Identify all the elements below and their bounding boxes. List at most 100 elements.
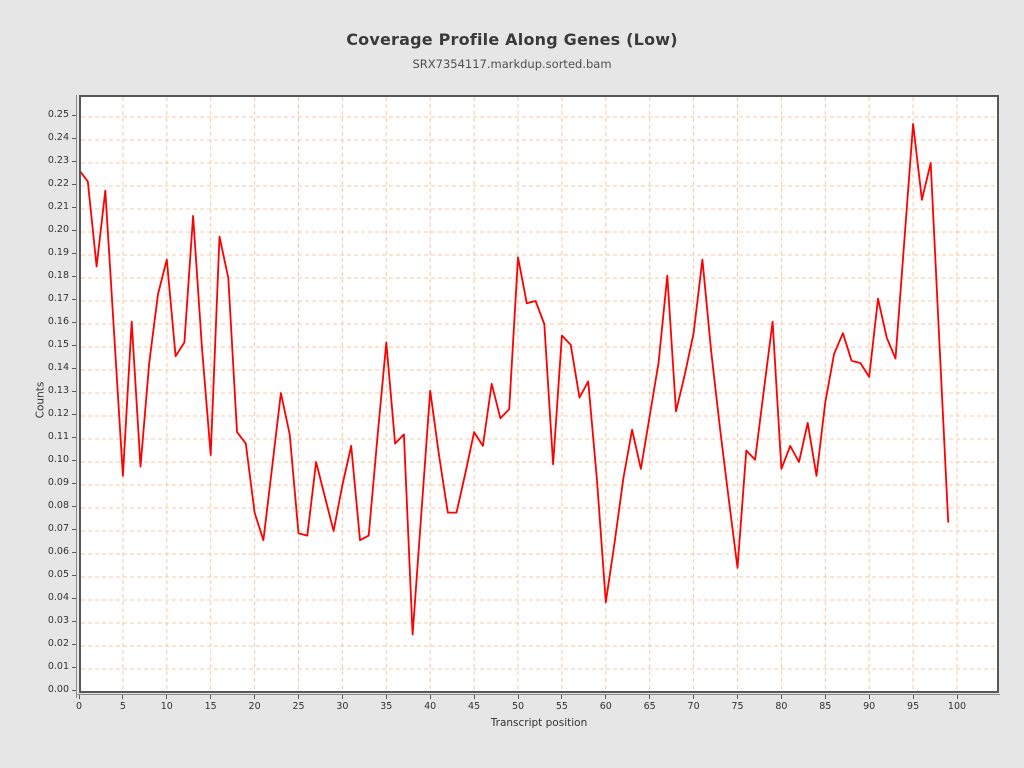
y-tick-label: 0.01: [47, 661, 69, 672]
x-tick-mark: [780, 695, 782, 699]
coverage-line-plot: [81, 97, 997, 691]
x-tick-label: 45: [468, 701, 481, 712]
y-tick-mark: [72, 551, 76, 553]
y-tick-mark: [72, 114, 76, 116]
y-tick-label: 0.20: [47, 224, 69, 235]
x-tick-label: 85: [819, 701, 832, 712]
x-tick-label: 30: [336, 701, 349, 712]
x-tick-label: 15: [204, 701, 217, 712]
x-tick-mark: [254, 695, 256, 699]
x-tick-mark: [561, 695, 563, 699]
y-tick-label: 0.24: [47, 132, 69, 143]
y-tick-label: 0.25: [47, 109, 69, 120]
chart-title: Coverage Profile Along Genes (Low): [346, 30, 678, 49]
y-tick-label: 0.02: [47, 638, 69, 649]
y-tick-mark: [72, 229, 76, 231]
x-tick-label: 10: [160, 701, 173, 712]
y-tick-mark: [72, 321, 76, 323]
x-tick-mark: [824, 695, 826, 699]
x-tick-label: 5: [119, 701, 126, 712]
y-axis-line: [76, 95, 77, 698]
y-tick-mark: [72, 390, 76, 392]
y-tick-label: 0.23: [47, 155, 69, 166]
y-tick-mark: [72, 666, 76, 668]
y-tick-mark: [72, 574, 76, 576]
y-tick-label: 0.22: [47, 178, 69, 189]
y-tick-label: 0.14: [47, 362, 69, 373]
x-tick-label: 50: [511, 701, 525, 712]
x-tick-label: 20: [248, 701, 261, 712]
x-tick-mark: [166, 695, 168, 699]
y-tick-mark: [72, 482, 76, 484]
y-tick-label: 0.00: [47, 684, 69, 695]
x-tick-mark: [210, 695, 212, 699]
x-tick-mark: [473, 695, 475, 699]
x-tick-mark: [605, 695, 607, 699]
x-tick-mark: [912, 695, 914, 699]
y-tick-mark: [72, 643, 76, 645]
y-tick-mark: [72, 367, 76, 369]
x-tick-label: 25: [292, 701, 305, 712]
y-tick-label: 0.06: [47, 546, 69, 557]
x-tick-mark: [693, 695, 695, 699]
x-tick-mark: [298, 695, 299, 699]
plot-canvas: [79, 95, 999, 693]
y-tick-label: 0.05: [47, 569, 69, 580]
coverage-series-line: [81, 122, 950, 636]
y-tick-label: 0.12: [47, 408, 69, 419]
x-tick-mark: [78, 695, 80, 699]
y-tick-label: 0.19: [47, 247, 69, 258]
y-tick-mark: [72, 206, 76, 208]
x-tick-label: 100: [947, 701, 967, 712]
x-tick-label: 0: [75, 701, 83, 712]
y-tick-label: 0.11: [47, 431, 69, 442]
y-tick-mark: [72, 597, 76, 599]
y-tick-label: 0.07: [47, 523, 69, 534]
y-tick-mark: [72, 183, 76, 185]
y-tick-mark: [72, 459, 76, 461]
y-tick-mark: [72, 344, 76, 346]
x-tick-mark: [122, 695, 124, 699]
y-tick-label: 0.16: [47, 316, 69, 327]
x-tick-label: 90: [863, 701, 876, 712]
x-tick-label: 35: [380, 701, 393, 712]
y-tick-mark: [72, 689, 76, 691]
x-tick-label: 95: [907, 701, 920, 712]
x-tick-mark: [429, 695, 431, 699]
y-tick-mark: [72, 298, 76, 300]
x-tick-mark: [956, 695, 958, 699]
x-tick-label: 75: [731, 701, 744, 712]
y-tick-label: 0.13: [47, 385, 69, 396]
y-tick-mark: [72, 620, 76, 622]
y-tick-label: 0.15: [47, 339, 69, 350]
y-tick-mark: [72, 413, 76, 415]
x-axis-line: [76, 694, 1000, 695]
y-tick-label: 0.04: [47, 592, 69, 603]
y-tick-mark: [72, 252, 76, 254]
y-tick-mark: [72, 505, 76, 507]
y-tick-mark: [72, 275, 76, 277]
x-tick-label: 65: [643, 701, 656, 712]
x-tick-label: 60: [599, 701, 612, 712]
y-tick-label: 0.17: [47, 293, 69, 304]
y-tick-label: 0.08: [47, 500, 69, 511]
y-tick-label: 0.09: [47, 477, 69, 488]
x-axis-title: Transcript position: [490, 717, 588, 729]
x-tick-mark: [649, 695, 651, 699]
x-tick-mark: [517, 695, 519, 699]
y-tick-label: 0.21: [47, 201, 69, 212]
x-tick-label: 55: [555, 701, 568, 712]
y-tick-label: 0.03: [47, 615, 69, 626]
x-tick-label: 40: [424, 701, 437, 712]
chart-subtitle: SRX7354117.markdup.sorted.bam: [412, 57, 612, 71]
x-tick-label: 70: [687, 701, 700, 712]
x-tick-mark: [385, 695, 387, 699]
y-tick-mark: [72, 436, 76, 438]
y-tick-label: 0.10: [47, 454, 69, 465]
y-axis-title: Counts: [34, 381, 47, 419]
y-tick-mark: [72, 160, 76, 162]
y-tick-mark: [72, 137, 76, 139]
x-tick-mark: [341, 695, 343, 699]
x-tick-mark: [737, 695, 738, 699]
